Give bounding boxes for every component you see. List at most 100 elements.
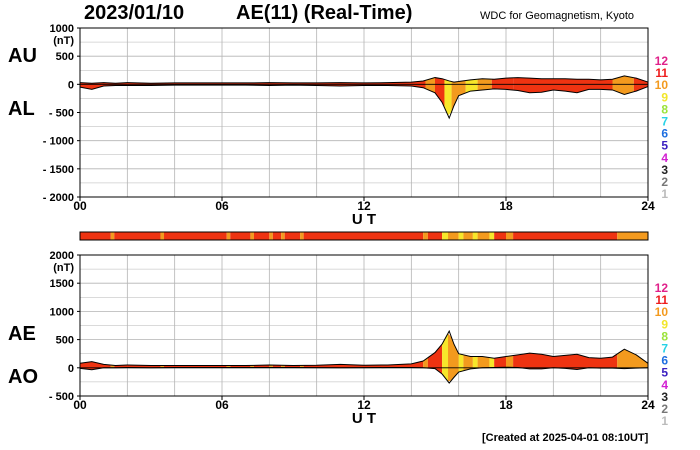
station-count-label: 9 bbox=[661, 90, 668, 104]
x-tick-label: 12 bbox=[357, 398, 371, 412]
x-tick-label: 06 bbox=[215, 199, 229, 213]
series-label-upper: AE bbox=[8, 323, 36, 345]
au-al-area-segment bbox=[612, 76, 634, 95]
ae-ao-area-segment bbox=[448, 333, 459, 382]
station-strip-segment bbox=[513, 232, 618, 240]
x-tick-label: 24 bbox=[641, 398, 655, 412]
station-strip-segment bbox=[494, 232, 506, 240]
x-tick-label: 00 bbox=[73, 199, 87, 213]
station-strip-segment bbox=[617, 232, 648, 240]
station-count-label: 5 bbox=[661, 139, 668, 153]
ae-ao-area-segment bbox=[477, 356, 490, 369]
station-count-label: 10 bbox=[655, 305, 669, 319]
series-label-upper: AU bbox=[8, 45, 37, 67]
ae-ao-area-segment bbox=[427, 344, 443, 375]
station-count-label: 6 bbox=[661, 127, 668, 141]
station-strip-segment bbox=[164, 232, 227, 240]
station-count-label: 4 bbox=[661, 151, 668, 165]
station-count-label: 12 bbox=[655, 54, 669, 68]
ae-ao-area-segment bbox=[458, 353, 464, 373]
y-tick-label: - 500 bbox=[49, 108, 74, 120]
station-count-label: 7 bbox=[661, 342, 668, 356]
station-strip-segment bbox=[226, 232, 231, 240]
ae-ao-area-segment bbox=[269, 364, 273, 368]
station-strip-segment bbox=[442, 232, 449, 240]
y-tick-label: 0 bbox=[68, 79, 74, 91]
y-tick-label: 0 bbox=[68, 363, 74, 375]
x-tick-label: 00 bbox=[73, 398, 87, 412]
series-label-lower: AL bbox=[8, 98, 35, 120]
au-al-area-segment bbox=[451, 80, 466, 112]
station-strip-segment bbox=[489, 232, 495, 240]
created-label: [Created at 2025-04-01 08:10UT] bbox=[482, 432, 649, 444]
ae-ao-area-segment bbox=[281, 365, 285, 368]
source-label: WDC for Geomagnetism, Kyoto bbox=[480, 10, 635, 22]
x-tick-label: 12 bbox=[357, 199, 371, 213]
station-count-label: 4 bbox=[661, 378, 668, 392]
au-al-series-al-line bbox=[79, 84, 649, 120]
station-strip-segment bbox=[463, 232, 473, 240]
au-al-area-segment bbox=[425, 77, 435, 93]
y-tick-label: 1000 bbox=[50, 306, 74, 318]
ae-ao-area-segment bbox=[303, 361, 424, 368]
station-strip-segment bbox=[272, 232, 282, 240]
y-tick-label: 500 bbox=[56, 51, 74, 63]
chart-title: AE(11) (Real-Time) bbox=[236, 2, 413, 24]
au-al-area-segment bbox=[465, 79, 478, 93]
ae-ao-area-segment bbox=[463, 354, 473, 371]
x-tick-label: 18 bbox=[499, 398, 513, 412]
station-count-label: 1 bbox=[661, 187, 668, 201]
station-strip-segment bbox=[114, 232, 161, 240]
ae-ao-area-segment bbox=[472, 356, 478, 369]
au-al-area-segment bbox=[444, 79, 452, 116]
station-strip-segment bbox=[269, 232, 273, 240]
station-strip-segment bbox=[110, 232, 115, 240]
station-strip-segment bbox=[472, 232, 478, 240]
station-count-label: 11 bbox=[655, 293, 668, 307]
station-count-label: 9 bbox=[661, 317, 668, 331]
station-count-label: 8 bbox=[661, 102, 668, 116]
x-tick-label: 06 bbox=[215, 398, 229, 412]
au-al-area-segment bbox=[513, 77, 613, 93]
station-count-label: 6 bbox=[661, 354, 668, 368]
station-count-label: 3 bbox=[661, 390, 668, 404]
ae-ao-area-segment bbox=[617, 349, 648, 369]
y-tick-label: - 2000 bbox=[43, 192, 74, 204]
ae-ao-area-segment bbox=[494, 356, 506, 368]
y-tick-label: - 1000 bbox=[43, 136, 74, 148]
y-tick-label: - 500 bbox=[49, 391, 74, 403]
y-unit-label: (nT) bbox=[53, 35, 74, 47]
station-count-label: 1 bbox=[661, 414, 668, 428]
station-count-label: 11 bbox=[655, 66, 668, 80]
station-strip-segment bbox=[506, 232, 514, 240]
station-strip-segment bbox=[284, 232, 301, 240]
station-strip-segment bbox=[160, 232, 165, 240]
station-strip-segment bbox=[253, 232, 270, 240]
y-unit-label: (nT) bbox=[53, 262, 74, 274]
y-tick-label: 500 bbox=[56, 335, 74, 347]
station-count-label: 2 bbox=[661, 175, 668, 189]
ae-ao-series-ae-line bbox=[79, 329, 649, 367]
y-tick-label: - 1500 bbox=[43, 164, 74, 176]
station-strip-segment bbox=[300, 232, 304, 240]
station-strip-segment bbox=[477, 232, 490, 240]
station-count-label: 2 bbox=[661, 402, 668, 416]
ae-ao-area-segment bbox=[442, 333, 449, 382]
ae-ao-area-segment bbox=[513, 353, 618, 370]
x-axis-label: U T bbox=[352, 211, 376, 228]
station-strip-segment bbox=[303, 232, 424, 240]
y-tick-label: 1000 bbox=[50, 23, 74, 35]
x-axis-label: U T bbox=[352, 410, 376, 427]
x-tick-label: 18 bbox=[499, 199, 513, 213]
station-strip-segment bbox=[427, 232, 443, 240]
station-count-label: 3 bbox=[661, 163, 668, 177]
station-strip-segment bbox=[80, 232, 111, 240]
station-count-label: 7 bbox=[661, 115, 668, 129]
y-tick-label: 2000 bbox=[50, 250, 74, 262]
station-strip-segment bbox=[250, 232, 254, 240]
station-strip-segment bbox=[281, 232, 285, 240]
station-count-label: 12 bbox=[655, 281, 669, 295]
station-count-label: 5 bbox=[661, 366, 668, 380]
au-al-area-segment bbox=[435, 77, 445, 108]
